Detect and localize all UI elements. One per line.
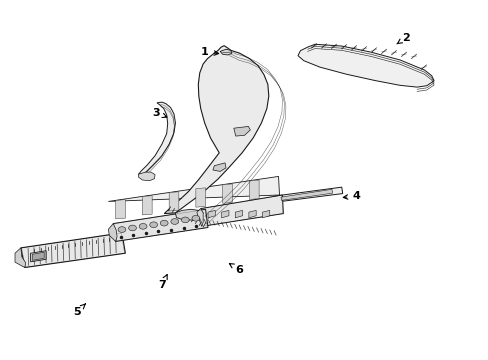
PathPatch shape bbox=[233, 126, 250, 136]
PathPatch shape bbox=[248, 210, 256, 218]
PathPatch shape bbox=[297, 44, 433, 87]
Circle shape bbox=[170, 219, 178, 224]
PathPatch shape bbox=[212, 163, 225, 171]
PathPatch shape bbox=[249, 180, 259, 199]
Text: 4: 4 bbox=[343, 191, 360, 201]
PathPatch shape bbox=[221, 210, 228, 218]
Circle shape bbox=[149, 222, 157, 228]
Circle shape bbox=[139, 224, 147, 229]
Circle shape bbox=[128, 225, 136, 231]
Circle shape bbox=[192, 215, 200, 221]
Text: 5: 5 bbox=[73, 304, 85, 317]
PathPatch shape bbox=[235, 210, 242, 218]
PathPatch shape bbox=[220, 49, 231, 55]
Text: 3: 3 bbox=[152, 108, 166, 118]
PathPatch shape bbox=[262, 210, 269, 218]
PathPatch shape bbox=[142, 196, 152, 215]
PathPatch shape bbox=[108, 224, 117, 242]
Text: 1: 1 bbox=[201, 47, 218, 57]
PathPatch shape bbox=[108, 176, 279, 202]
PathPatch shape bbox=[197, 208, 203, 226]
PathPatch shape bbox=[196, 188, 205, 207]
PathPatch shape bbox=[138, 102, 175, 174]
Text: 6: 6 bbox=[229, 264, 243, 275]
PathPatch shape bbox=[201, 195, 283, 226]
PathPatch shape bbox=[15, 248, 26, 267]
PathPatch shape bbox=[164, 46, 268, 213]
PathPatch shape bbox=[138, 172, 155, 181]
PathPatch shape bbox=[175, 209, 203, 220]
Text: 2: 2 bbox=[396, 33, 409, 44]
Text: 7: 7 bbox=[158, 275, 167, 291]
PathPatch shape bbox=[113, 209, 207, 242]
PathPatch shape bbox=[274, 187, 342, 202]
PathPatch shape bbox=[222, 184, 232, 203]
Circle shape bbox=[118, 227, 125, 233]
Circle shape bbox=[160, 220, 168, 226]
PathPatch shape bbox=[169, 192, 179, 211]
PathPatch shape bbox=[281, 189, 332, 201]
PathPatch shape bbox=[207, 210, 215, 218]
PathPatch shape bbox=[21, 233, 125, 267]
PathPatch shape bbox=[116, 200, 125, 219]
PathPatch shape bbox=[30, 251, 46, 262]
PathPatch shape bbox=[32, 252, 44, 260]
Circle shape bbox=[181, 217, 189, 223]
